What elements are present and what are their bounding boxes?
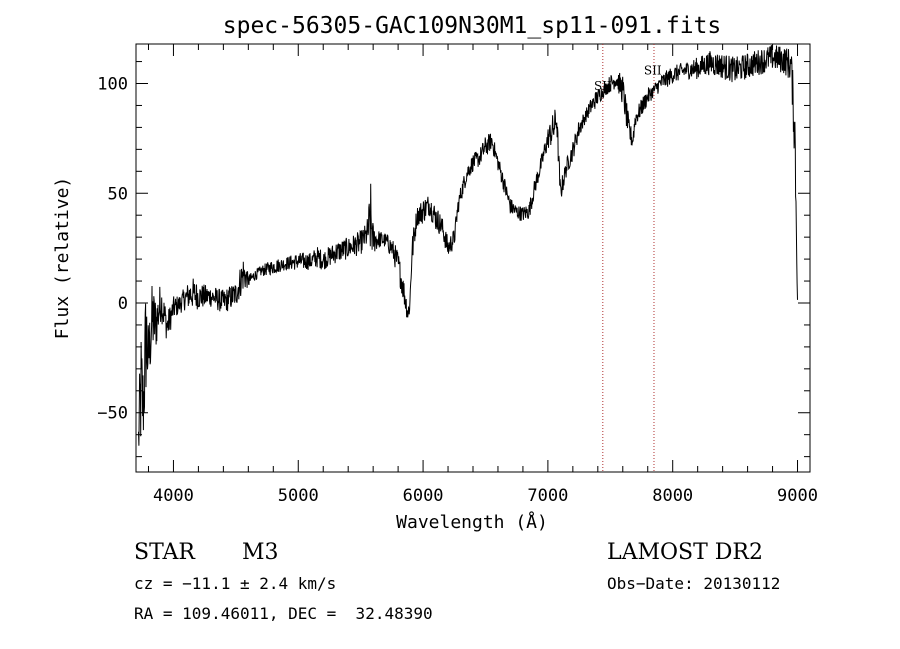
- line-annotations: SII SII: [594, 64, 662, 93]
- x-tick-label: 9000: [777, 486, 818, 506]
- y-tick-labels: −50 0 50 100: [97, 75, 128, 424]
- object-subclass: M3: [242, 540, 279, 565]
- x-tick-label: 4000: [153, 486, 194, 506]
- redshift-velocity: cz = −11.1 ± 2.4 km/s: [134, 574, 337, 593]
- y-tick-label: −50: [97, 404, 128, 424]
- spectrum-line: [138, 45, 798, 446]
- line-label: SII: [594, 79, 612, 93]
- object-type: STAR: [134, 540, 195, 565]
- x-axis-label: Wavelength (Å): [396, 511, 548, 533]
- x-tick-label: 6000: [403, 486, 444, 506]
- x-tick-label: 7000: [527, 486, 568, 506]
- y-axis-label: Flux (relative): [52, 177, 73, 340]
- plot-frame: [135, 43, 811, 473]
- sky-coordinates: RA = 109.46011, DEC = 32.48390: [134, 604, 433, 623]
- y-tick-label: 100: [97, 75, 128, 95]
- survey-name: LAMOST DR2: [607, 540, 763, 565]
- x-tick-labels: 4000 5000 6000 7000 8000 9000: [153, 486, 818, 506]
- chart-title: spec-56305-GAC109N30M1_sp11-091.fits: [223, 13, 722, 39]
- observation-date: Obs−Date: 20130112: [607, 574, 781, 593]
- y-tick-label: 0: [118, 294, 128, 314]
- line-markers: [602, 44, 655, 472]
- x-tick-label: 8000: [652, 486, 693, 506]
- line-label: SII: [644, 64, 662, 78]
- axis-ticks: [136, 44, 810, 472]
- y-tick-label: 50: [108, 184, 128, 204]
- spectrum-series: [138, 45, 798, 446]
- x-tick-label: 5000: [278, 486, 319, 506]
